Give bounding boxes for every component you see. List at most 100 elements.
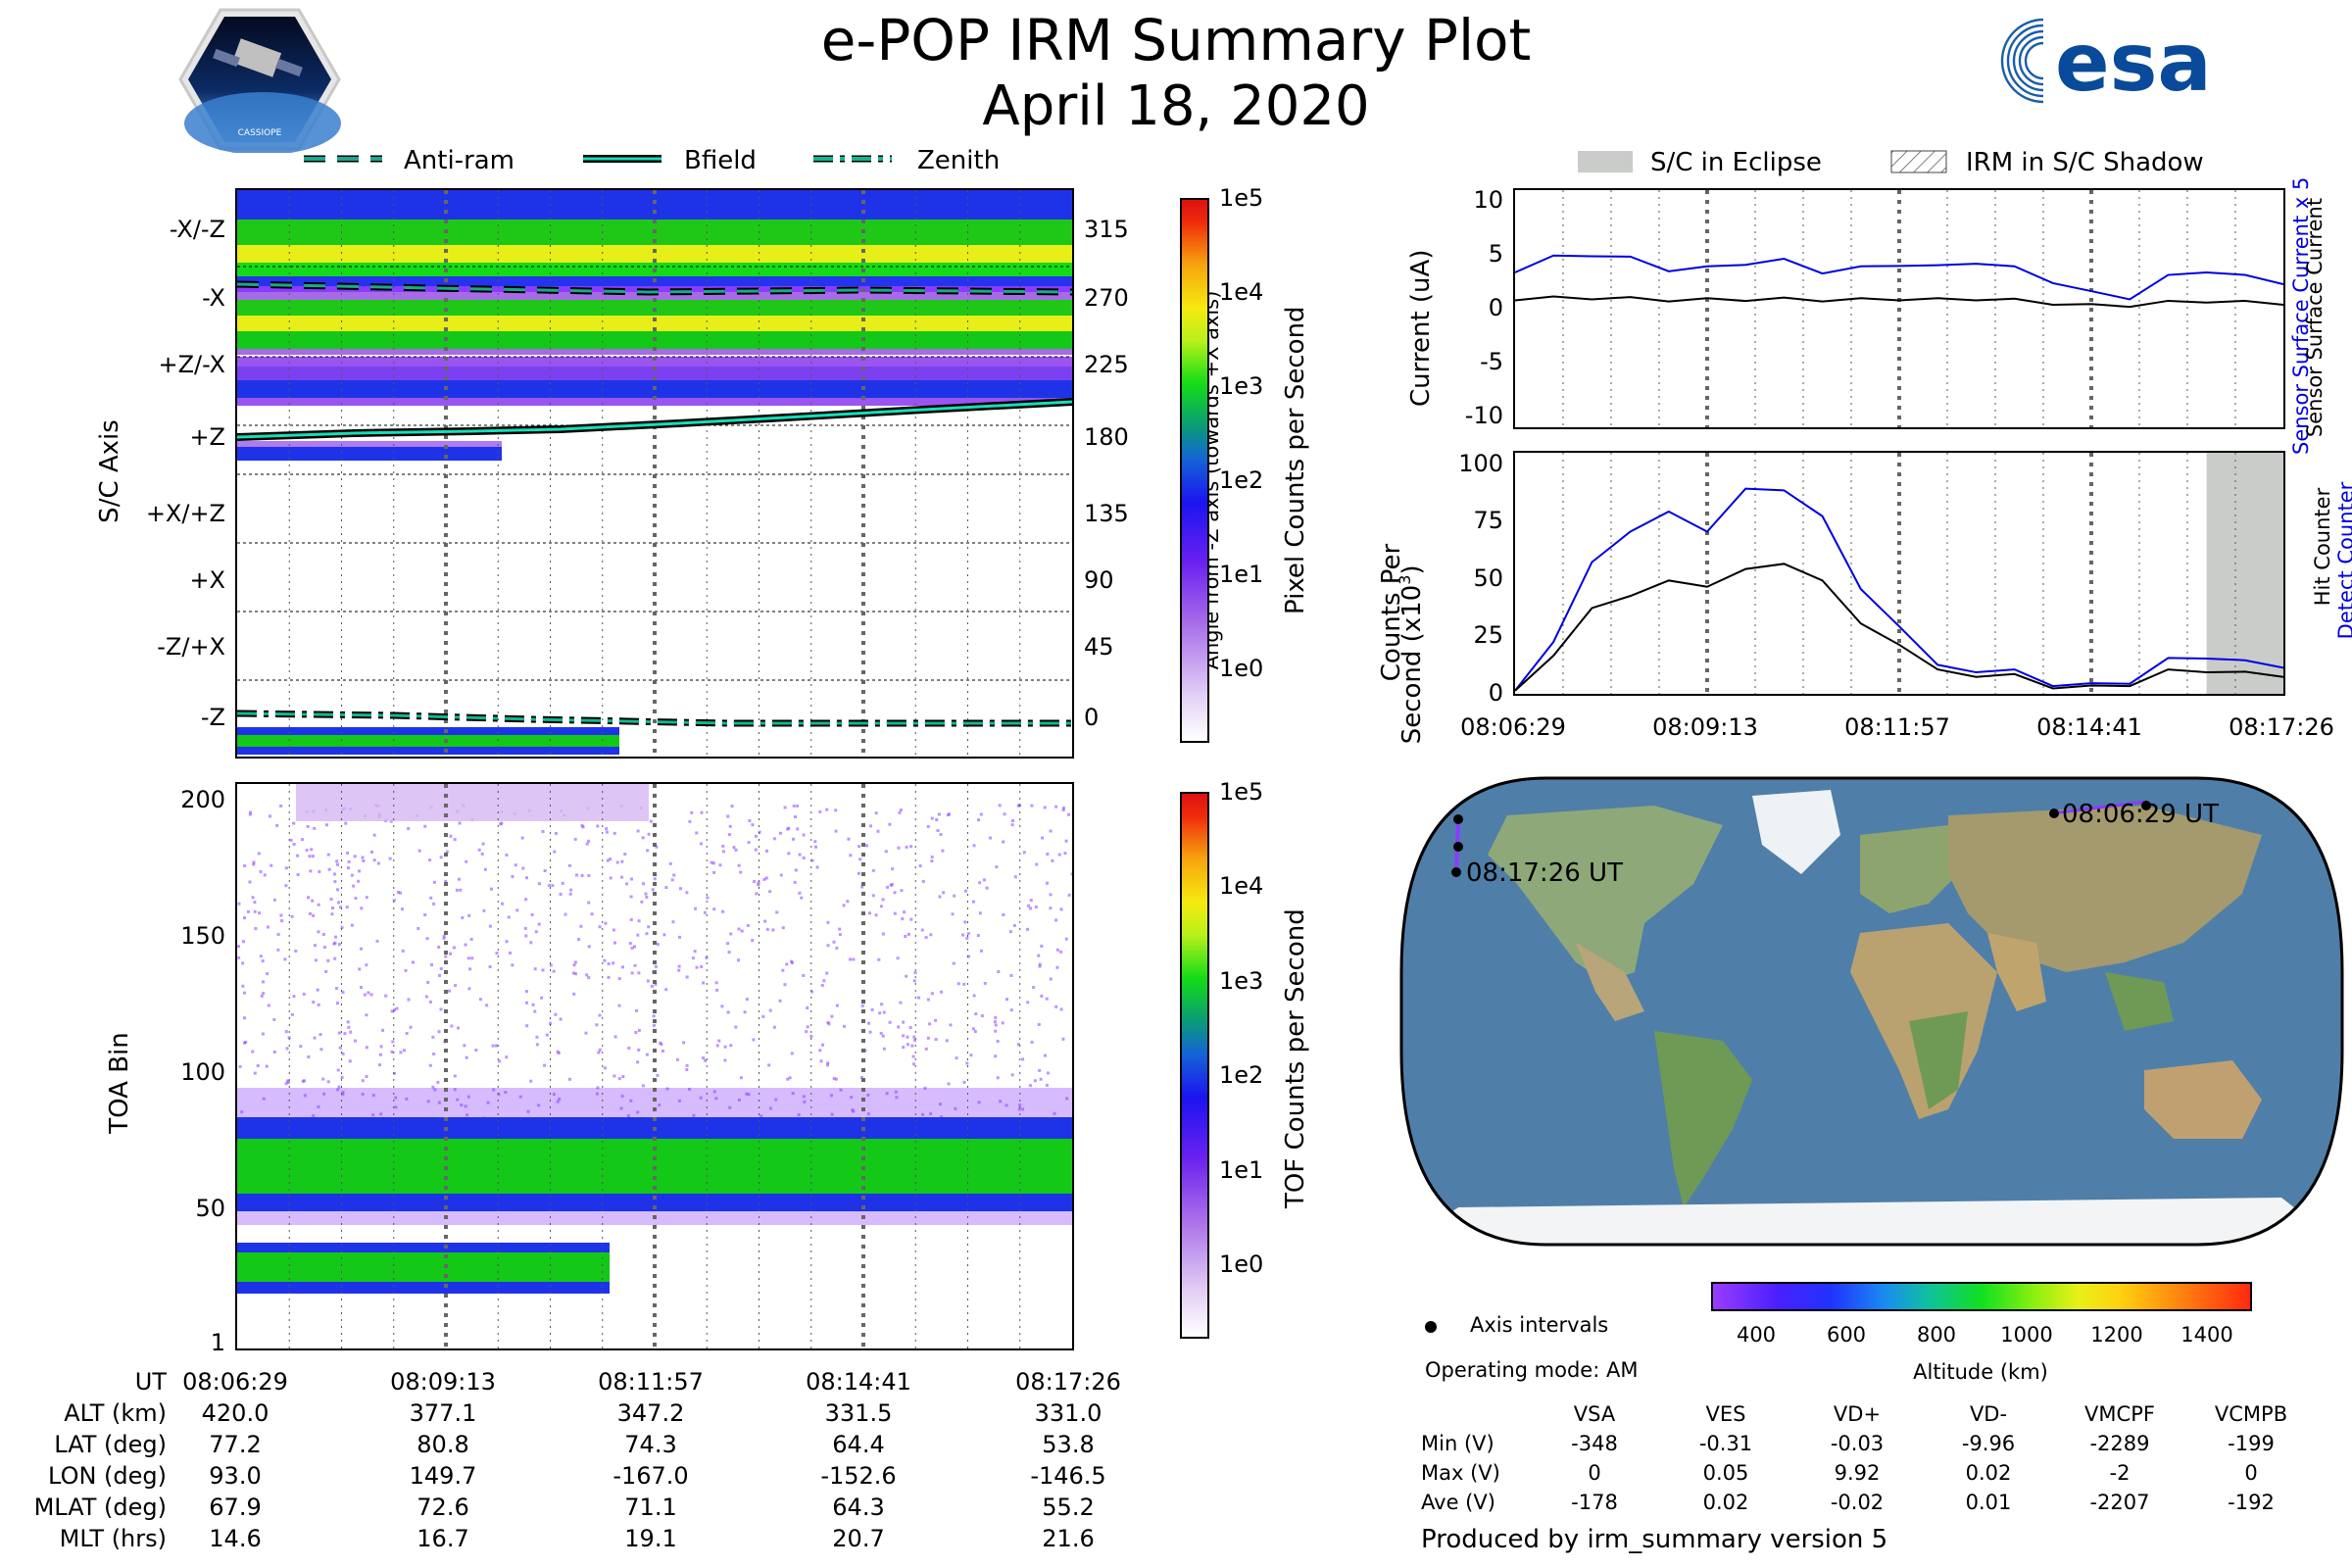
noise-dot [1061, 806, 1065, 809]
stats-cell: 9.92 [1834, 1461, 1881, 1485]
noise-dot [630, 946, 634, 950]
noise-dot [284, 1030, 288, 1034]
noise-dot [728, 1105, 732, 1109]
altitude-tick: 800 [1916, 1323, 1957, 1347]
noise-dot [488, 924, 492, 928]
noise-dot [835, 1004, 839, 1007]
noise-dot [1066, 812, 1070, 816]
noise-dot [436, 1080, 440, 1084]
noise-dot [392, 1071, 396, 1075]
time-tick: 08:17:26 [2229, 713, 2334, 741]
noise-dot [333, 880, 337, 884]
ephemeris-row-label: ALT (km) [64, 1399, 167, 1427]
noise-dot [573, 837, 577, 841]
colorbar-tick: 1e5 [1219, 778, 1264, 806]
noise-dot [993, 1020, 997, 1024]
noise-dot [839, 1088, 843, 1092]
noise-dot [867, 911, 871, 915]
noise-dot [934, 1038, 938, 1042]
noise-dot [549, 963, 553, 967]
noise-dot [620, 875, 624, 879]
current-ylabel: Current (uA) [1406, 249, 1436, 407]
noise-dot [809, 1034, 813, 1038]
panel2-plot [235, 782, 1074, 1350]
noise-dot [537, 882, 541, 886]
noise-dot [783, 983, 787, 987]
noise-dot [863, 1049, 867, 1053]
noise-dot [389, 819, 393, 823]
noise-dot [953, 894, 956, 898]
noise-dot [296, 854, 300, 858]
noise-dot [781, 968, 785, 972]
noise-dot [530, 913, 534, 917]
noise-dot [678, 887, 682, 891]
noise-dot [275, 823, 279, 827]
noise-dot [495, 1044, 499, 1048]
noise-dot [851, 1108, 855, 1112]
noise-dot [606, 858, 610, 862]
noise-dot [330, 912, 334, 916]
noise-dot [1054, 1004, 1058, 1008]
ephemeris-cell: 55.2 [1042, 1494, 1095, 1521]
counts-y2label-black: Hit Counter [2311, 487, 2334, 607]
noise-dot [646, 979, 650, 983]
noise-dot [1038, 964, 1042, 968]
ephemeris-cell: 08:09:13 [390, 1368, 496, 1396]
noise-dot [945, 1039, 949, 1043]
noise-dot [332, 872, 336, 876]
noise-dot [635, 1008, 639, 1012]
noise-dot [1003, 812, 1006, 816]
noise-dot [781, 926, 785, 930]
counts-y2label-blue: Detect Counter [2334, 481, 2352, 640]
noise-dot [826, 944, 830, 948]
noise-dot [431, 1035, 435, 1039]
interval-marker [2049, 808, 2059, 818]
noise-dot [266, 925, 270, 929]
noise-dot [726, 942, 730, 946]
ephemeris-cell: 72.6 [416, 1494, 469, 1521]
noise-dot [243, 1041, 247, 1045]
noise-dot [805, 1030, 808, 1034]
noise-dot [394, 1096, 398, 1100]
toa-ytick: 150 [180, 922, 225, 950]
noise-dot [337, 901, 341, 905]
noise-dot [930, 855, 934, 858]
footer: Produced by irm_summary version 5 [1421, 1525, 1888, 1554]
ephemeris-cell: -167.0 [612, 1462, 689, 1490]
altitude-tick: 1200 [2090, 1323, 2143, 1347]
noise-dot [362, 859, 366, 863]
noise-dot [857, 871, 860, 875]
noise-dot [265, 1064, 269, 1068]
plot-date: April 18, 2020 [982, 74, 1370, 138]
noise-dot [568, 892, 572, 896]
noise-dot [802, 973, 806, 977]
noise-dot [505, 1055, 509, 1059]
noise-dot [647, 925, 651, 929]
noise-dot [292, 821, 296, 825]
noise-dot [449, 834, 453, 838]
altitude-tick: 600 [1826, 1323, 1867, 1347]
toa-ytick: 200 [180, 786, 225, 813]
noise-dot [252, 860, 256, 864]
noise-dot [642, 882, 646, 886]
noise-dot [661, 1049, 664, 1053]
noise-dot [359, 986, 363, 990]
noise-dot [910, 1044, 914, 1048]
noise-dot [660, 1043, 663, 1047]
noise-dot [289, 838, 293, 842]
noise-dot [318, 1033, 322, 1037]
noise-dot [437, 1101, 441, 1104]
noise-dot [668, 861, 672, 865]
noise-dot [1033, 1079, 1037, 1083]
noise-dot [620, 859, 624, 863]
noise-dot [877, 957, 881, 961]
noise-dot [381, 1028, 385, 1032]
noise-dot [850, 1096, 854, 1100]
noise-dot [603, 958, 607, 962]
noise-dot [324, 823, 328, 827]
noise-dot [629, 1099, 633, 1102]
noise-dot [1051, 858, 1054, 862]
noise-dot [365, 963, 368, 967]
noise-dot [729, 932, 733, 936]
altitude-tick: 400 [1736, 1323, 1777, 1347]
